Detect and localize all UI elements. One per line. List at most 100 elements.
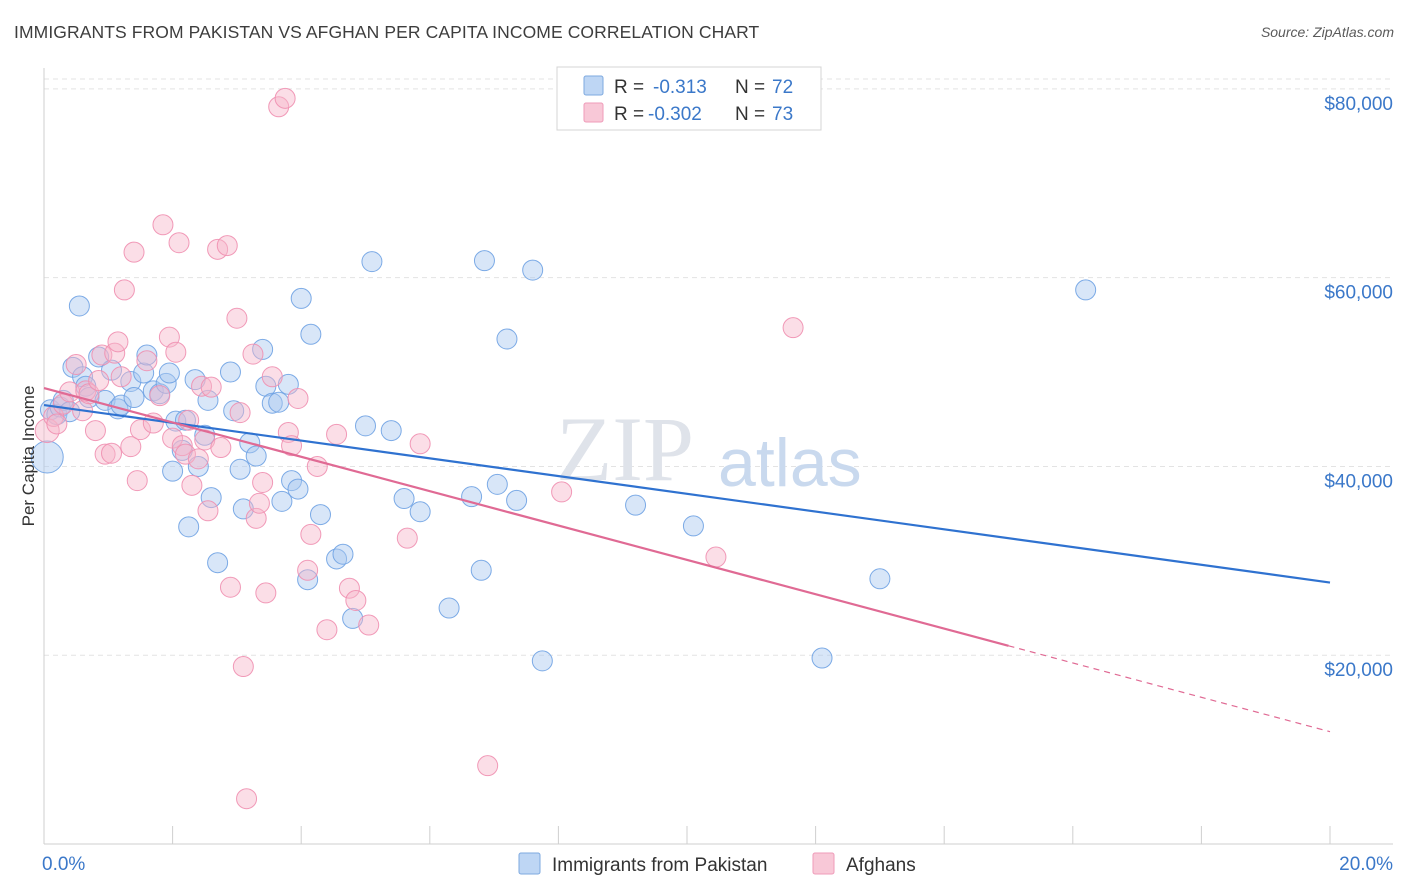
- trend-line-pakistan: [43, 403, 1331, 584]
- point-pakistan: [309, 504, 331, 526]
- legend-n-value: 73: [772, 104, 793, 125]
- point-pakistan: [123, 387, 145, 409]
- watermark: ZIP atlas: [556, 398, 862, 501]
- point-pakistan: [486, 473, 508, 495]
- point-pakistan: [187, 455, 209, 477]
- point-afghans: [261, 366, 283, 388]
- y-tick-labels: $20,000 $40,000 $60,000 $80,000: [1324, 94, 1393, 681]
- legend-n-value: 72: [772, 77, 793, 98]
- point-afghans: [197, 500, 219, 522]
- point-afghans: [171, 435, 193, 457]
- point-afghans: [338, 577, 360, 599]
- point-pakistan: [88, 346, 110, 368]
- chart-title: IMMIGRANTS FROM PAKISTAN VS AFGHAN PER C…: [14, 22, 760, 42]
- point-afghans: [107, 331, 129, 353]
- watermark-atlas: atlas: [718, 425, 862, 501]
- point-afghans: [113, 279, 135, 301]
- series-legend: Immigrants from Pakistan Afghans: [518, 852, 916, 876]
- point-afghans: [84, 420, 106, 442]
- point-afghans: [274, 87, 296, 109]
- point-pakistan: [229, 458, 251, 480]
- x-tick-label-start: 0.0%: [42, 854, 85, 875]
- legend-swatch-pakistan: [518, 852, 541, 875]
- point-pakistan: [1075, 279, 1097, 301]
- point-afghans: [165, 341, 187, 363]
- point-pakistan: [811, 647, 833, 669]
- point-afghans: [409, 433, 431, 455]
- point-afghans: [268, 96, 290, 118]
- point-afghans: [110, 366, 132, 388]
- point-pakistan: [158, 362, 180, 384]
- legend-r-label: R =: [614, 77, 644, 98]
- legend-swatch-afghans: [583, 102, 604, 123]
- point-afghans: [287, 387, 309, 409]
- point-pakistan: [522, 259, 544, 281]
- point-afghans: [152, 214, 174, 236]
- legend-r-value: -0.313: [653, 77, 707, 98]
- point-afghans: [248, 492, 270, 514]
- point-pakistan: [361, 251, 383, 273]
- point-pakistan: [300, 323, 322, 345]
- point-afghans: [396, 527, 418, 549]
- correlation-legend: R = -0.313 N = 72 R = -0.302 N = 73: [556, 66, 822, 131]
- point-afghans: [181, 474, 203, 496]
- point-afghans: [65, 353, 87, 375]
- y-tick-label: $80,000: [1324, 94, 1393, 115]
- point-pakistan: [271, 490, 293, 512]
- point-pakistan: [68, 295, 90, 317]
- point-pakistan: [393, 488, 415, 510]
- point-afghans: [101, 442, 123, 464]
- point-afghans: [782, 317, 804, 339]
- point-pakistan: [200, 487, 222, 509]
- point-pakistan: [470, 559, 492, 581]
- point-pakistan: [380, 420, 402, 442]
- legend-n-label: N =: [735, 104, 765, 125]
- point-pakistan: [473, 250, 495, 272]
- point-pakistan: [207, 552, 229, 574]
- point-afghans: [226, 307, 248, 329]
- point-afghans: [129, 419, 151, 441]
- point-pakistan: [496, 328, 518, 350]
- point-afghans: [345, 589, 367, 611]
- point-pakistan: [869, 568, 891, 590]
- point-pakistan: [133, 362, 155, 384]
- point-afghans: [94, 443, 116, 465]
- y-tick-label: $20,000: [1324, 660, 1393, 681]
- point-pakistan: [506, 489, 528, 511]
- source-label: Source: ZipAtlas.com: [1260, 24, 1394, 40]
- point-pakistan: [178, 516, 200, 538]
- point-pakistan: [261, 392, 283, 414]
- point-pakistan: [438, 597, 460, 619]
- point-afghans: [229, 402, 251, 424]
- point-afghans: [477, 755, 499, 777]
- point-afghans: [168, 232, 190, 254]
- point-afghans: [136, 350, 158, 372]
- point-afghans: [216, 235, 238, 257]
- point-afghans: [551, 481, 573, 503]
- point-pakistan: [120, 370, 142, 392]
- point-pakistan: [287, 478, 309, 500]
- point-pakistan: [162, 460, 184, 482]
- point-pakistan: [297, 569, 319, 591]
- point-pakistan: [197, 389, 219, 411]
- trend-line-afghans: [43, 387, 1009, 647]
- point-pakistan: [625, 494, 647, 516]
- trend-lines: [43, 387, 1331, 733]
- point-pakistan: [136, 344, 158, 366]
- point-afghans: [297, 559, 319, 581]
- y-axis-label: Per Capita Income: [19, 386, 38, 527]
- point-pakistan: [682, 515, 704, 537]
- point-pakistan: [355, 415, 376, 437]
- point-afghans: [252, 471, 274, 493]
- point-pakistan: [281, 470, 303, 492]
- point-afghans: [88, 370, 110, 392]
- point-pakistan: [268, 391, 290, 413]
- point-afghans: [46, 413, 68, 435]
- point-afghans: [232, 656, 254, 678]
- axes: [43, 68, 1393, 845]
- point-afghans: [149, 385, 171, 407]
- y-tick-label: $40,000: [1324, 471, 1393, 492]
- y-tick-label: $60,000: [1324, 283, 1393, 304]
- point-afghans: [219, 576, 241, 598]
